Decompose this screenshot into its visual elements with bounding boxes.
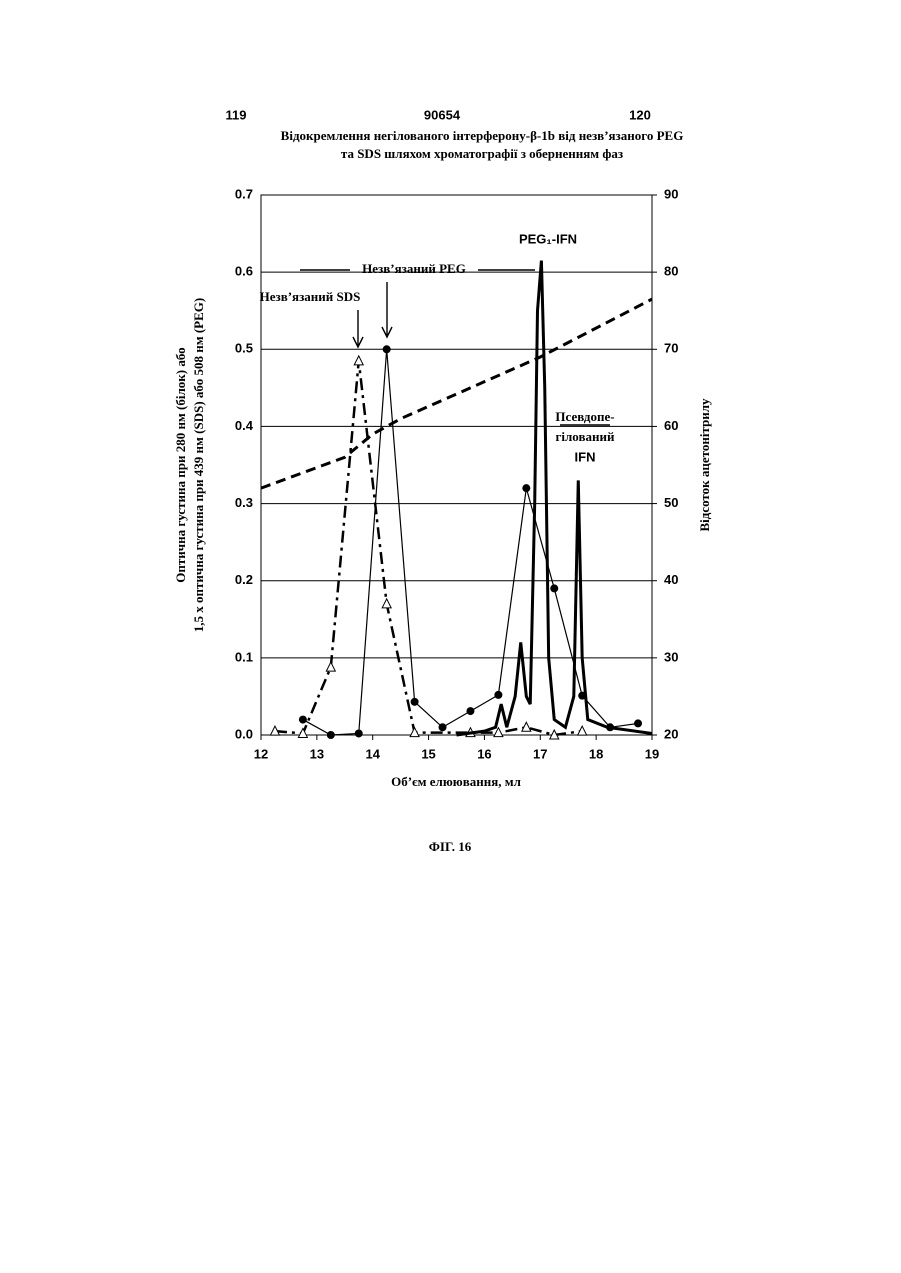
marker (382, 599, 391, 608)
x-tick-label: 12 (254, 746, 268, 761)
y2-tick-label: 20 (664, 726, 678, 741)
y2-tick-label: 50 (664, 495, 678, 510)
page-left: 119 (226, 107, 247, 122)
y2-tick-label: 90 (664, 186, 678, 201)
page: 119 90654 120 Відокремлення негілованого… (0, 0, 901, 1273)
figure: 119 90654 120 Відокремлення негілованого… (0, 0, 901, 1273)
y-tick-label: 0.7 (235, 186, 253, 201)
page-right: 120 (629, 107, 651, 122)
x-tick-label: 17 (533, 746, 547, 761)
annotation: Псевдопе- (555, 409, 614, 424)
y2-axis-label: Відсоток ацетонітрилу (697, 398, 712, 532)
annotation: гілований (556, 429, 615, 444)
marker (634, 719, 642, 727)
series-line (457, 261, 653, 735)
y-tick-label: 0.0 (235, 726, 253, 741)
annotation: IFN (575, 449, 596, 464)
y2-tick-label: 80 (664, 264, 678, 279)
series-line (303, 349, 638, 735)
x-tick-label: 15 (421, 746, 435, 761)
marker (411, 698, 419, 706)
caption: ФІГ. 16 (429, 839, 472, 854)
arrow (382, 282, 392, 337)
y-tick-label: 0.6 (235, 264, 253, 279)
patent-number: 90654 (424, 107, 461, 122)
y-tick-label: 0.5 (235, 341, 253, 356)
y-axis-label: 1,5 х оптична густина при 439 нм (SDS) а… (191, 298, 206, 632)
marker (355, 729, 363, 737)
marker (410, 728, 419, 737)
annotation: Незв’язаний SDS (260, 289, 361, 304)
plot-frame (261, 195, 652, 735)
marker (327, 731, 335, 739)
marker (466, 707, 474, 715)
y2-tick-label: 70 (664, 341, 678, 356)
y-tick-label: 0.1 (235, 649, 253, 664)
marker (383, 345, 391, 353)
title-line: Відокремлення негілованого інтерферону-β… (281, 128, 684, 143)
x-tick-label: 14 (365, 746, 380, 761)
arrow (353, 310, 363, 347)
annotation: Незв’язаний PEG (362, 261, 466, 276)
title-line: та SDS шляхом хроматографії з оберненням… (341, 146, 623, 161)
x-tick-label: 16 (477, 746, 491, 761)
marker (439, 723, 447, 731)
y-tick-label: 0.4 (235, 418, 254, 433)
annotation: PEG₁-IFN (519, 231, 577, 246)
x-tick-label: 18 (589, 746, 603, 761)
marker (550, 584, 558, 592)
marker (326, 662, 335, 671)
y-tick-label: 0.2 (235, 572, 253, 587)
y2-tick-label: 60 (664, 418, 678, 433)
x-tick-label: 19 (645, 746, 659, 761)
x-tick-label: 13 (310, 746, 324, 761)
marker (494, 691, 502, 699)
marker (522, 484, 530, 492)
marker (299, 716, 307, 724)
y2-tick-label: 40 (664, 572, 678, 587)
y-tick-label: 0.3 (235, 495, 253, 510)
y-axis-label: Оптична густина при 280 нм (білок) або (173, 347, 188, 582)
marker (298, 728, 307, 737)
y2-tick-label: 30 (664, 649, 678, 664)
marker (354, 356, 363, 365)
x-axis-label: Об’єм елюювання, мл (391, 774, 521, 789)
marker (494, 728, 503, 737)
